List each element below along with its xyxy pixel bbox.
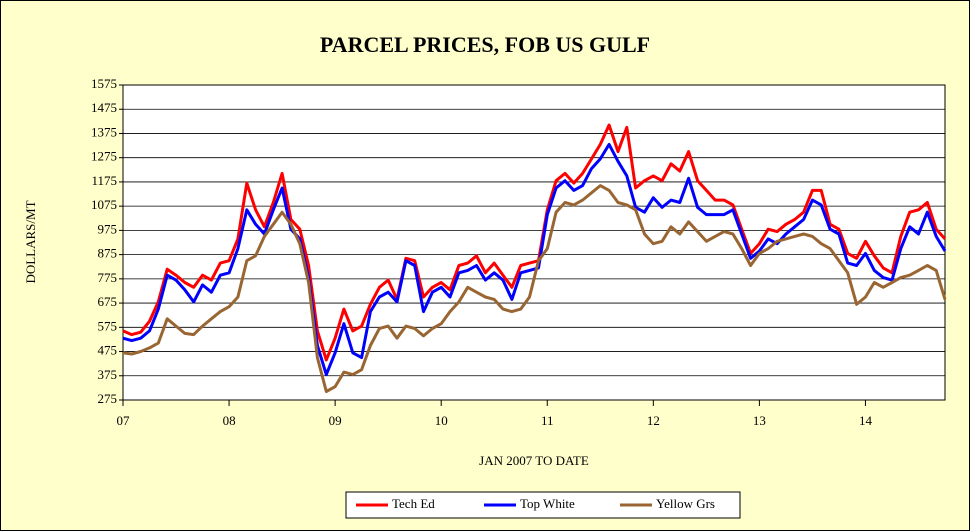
series-line <box>122 184 947 393</box>
y-tick-label: 1475 <box>91 100 117 115</box>
x-tick-label: 10 <box>435 413 448 428</box>
y-tick-label: 575 <box>98 318 118 333</box>
x-tick-label: 14 <box>859 413 873 428</box>
legend <box>345 491 741 519</box>
y-tick-label: 775 <box>98 270 118 285</box>
y-tick-label: 1575 <box>91 76 117 91</box>
y-tick-label: 375 <box>98 367 118 382</box>
y-tick-label: 1075 <box>91 197 117 212</box>
x-tick-label: 11 <box>541 413 554 428</box>
y-tick-label: 1275 <box>91 149 117 164</box>
x-tick-label: 12 <box>647 413 660 428</box>
y-tick-label: 875 <box>98 246 118 261</box>
legend-label: Tech Ed <box>392 496 435 511</box>
y-tick-label: 1375 <box>91 124 117 139</box>
chart-title: PARCEL PRICES, FOB US GULF <box>320 32 650 57</box>
legend-label: Top White <box>520 496 575 511</box>
x-axis-label: JAN 2007 TO DATE <box>479 453 589 468</box>
x-tick-label: 09 <box>329 413 342 428</box>
y-axis-label: DOLLARS/MT <box>23 200 38 283</box>
series-line <box>122 142 947 377</box>
y-tick-label: 675 <box>98 294 118 309</box>
x-tick-label: 07 <box>117 413 131 428</box>
series-line <box>122 123 947 362</box>
legend-label: Yellow Grs <box>656 496 715 511</box>
x-tick-label: 08 <box>223 413 236 428</box>
y-tick-label: 1175 <box>91 173 117 188</box>
x-tick-label: 13 <box>753 413 766 428</box>
y-tick-label: 475 <box>98 343 118 358</box>
y-tick-label: 275 <box>98 391 118 406</box>
y-tick-label: 975 <box>98 221 118 236</box>
